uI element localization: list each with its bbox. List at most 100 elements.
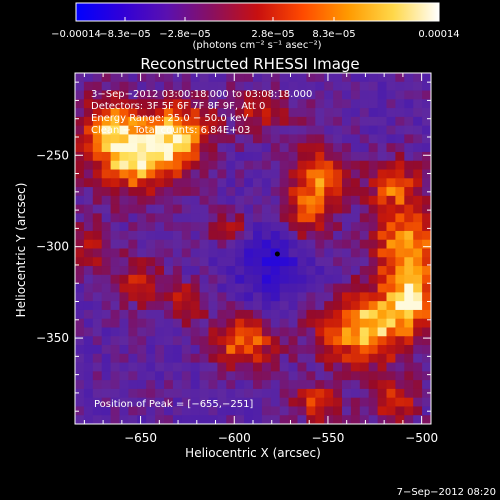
- heatmap-cell: [324, 143, 334, 153]
- heatmap-cell: [350, 230, 361, 241]
- heatmap-cell: [217, 213, 227, 223]
- heatmap-cell: [350, 222, 361, 232]
- heatmap-cell: [297, 134, 307, 144]
- heatmap-cell: [395, 292, 405, 302]
- heatmap-cell: [324, 116, 334, 127]
- heatmap-cell: [297, 388, 307, 399]
- heatmap-cell: [270, 134, 281, 144]
- heatmap-cell: [190, 187, 200, 197]
- heatmap-cell: [253, 108, 263, 118]
- heatmap-cell: [270, 388, 281, 399]
- heatmap-cell: [208, 90, 218, 100]
- heatmap-cell: [306, 213, 316, 223]
- heatmap-cell: [253, 388, 263, 399]
- heatmap-cell: [386, 160, 396, 170]
- heatmap-cell: [75, 195, 85, 206]
- heatmap-cell: [137, 345, 147, 355]
- heatmap-cell: [315, 274, 325, 285]
- heatmap-cell: [395, 239, 405, 249]
- heatmap-cell: [324, 292, 334, 302]
- heatmap-cell: [395, 318, 405, 328]
- heatmap-cell: [315, 160, 325, 170]
- heatmap-cell: [226, 187, 236, 197]
- heatmap-cell: [279, 406, 289, 416]
- heatmap-cell: [199, 283, 209, 293]
- heatmap-cell: [359, 73, 370, 83]
- heatmap-cell: [404, 195, 414, 206]
- heatmap-cell: [413, 283, 423, 293]
- heatmap-cell: [261, 134, 272, 144]
- heatmap-cell: [155, 248, 165, 258]
- heatmap-cell: [155, 292, 165, 302]
- heatmap-cell: [235, 362, 245, 372]
- heatmap-cell: [359, 134, 370, 144]
- heatmap-cell: [208, 143, 218, 153]
- heatmap-cell: [315, 266, 325, 276]
- heatmap-cell: [306, 151, 316, 162]
- heatmap-cell: [235, 73, 245, 83]
- heatmap-cell: [279, 301, 289, 311]
- heatmap-cell: [119, 309, 129, 320]
- heatmap-cell: [324, 195, 334, 206]
- heatmap-cell: [92, 204, 103, 214]
- heatmap-cell: [75, 318, 85, 328]
- heatmap-cell: [413, 204, 423, 214]
- heatmap-cell: [297, 143, 307, 153]
- heatmap-cell: [181, 345, 192, 355]
- heatmap-cell: [164, 160, 174, 170]
- heatmap-cell: [413, 301, 423, 311]
- heatmap-cell: [368, 309, 378, 320]
- heatmap-cell: [333, 230, 343, 241]
- heatmap-cell: [395, 187, 405, 197]
- heatmap-cell: [119, 248, 129, 258]
- heatmap-cell: [333, 388, 343, 399]
- heatmap-cell: [119, 204, 129, 214]
- heatmap-cell: [279, 336, 289, 346]
- heatmap-cell: [110, 309, 120, 320]
- heatmap-cell: [101, 371, 111, 381]
- heatmap-cell: [199, 116, 209, 127]
- heatmap-cell: [279, 204, 289, 214]
- heatmap-cell: [146, 283, 156, 293]
- heatmap-cell: [226, 169, 236, 179]
- heatmap-cell: [359, 169, 370, 179]
- heatmap-cell: [208, 283, 218, 293]
- heatmap-cell: [75, 257, 85, 267]
- heatmap-cell: [226, 195, 236, 206]
- heatmap-cell: [342, 195, 352, 206]
- heatmap-cell: [342, 353, 352, 363]
- heatmap-cell: [92, 388, 103, 399]
- heatmap-cell: [324, 248, 334, 258]
- heatmap-cell: [137, 336, 147, 346]
- heatmap-cell: [261, 415, 272, 425]
- heatmap-cell: [368, 143, 378, 153]
- heatmap-cell: [413, 151, 423, 162]
- heatmap-cell: [83, 371, 94, 381]
- heatmap-cell: [324, 230, 334, 241]
- heatmap-cell: [261, 371, 272, 381]
- heatmap-cell: [83, 81, 94, 91]
- heatmap-cell: [306, 274, 316, 285]
- heatmap-cell: [270, 73, 281, 83]
- heatmap-cell: [172, 222, 183, 232]
- heatmap-cell: [324, 353, 334, 363]
- heatmap-cell: [137, 187, 147, 197]
- heatmap-cell: [217, 81, 227, 91]
- heatmap-cell: [244, 274, 254, 285]
- heatmap-cell: [75, 406, 85, 416]
- heatmap-cell: [359, 397, 370, 407]
- heatmap-cell: [92, 380, 103, 390]
- heatmap-cell: [386, 143, 396, 153]
- heatmap-cell: [368, 116, 378, 127]
- heatmap-cell: [190, 309, 200, 320]
- heatmap-cell: [190, 257, 200, 267]
- heatmap-cell: [208, 134, 218, 144]
- heatmap-cell: [208, 397, 218, 407]
- heatmap-cell: [386, 169, 396, 179]
- heatmap-cell: [101, 151, 111, 162]
- heatmap-cell: [190, 116, 200, 127]
- heatmap-cell: [404, 169, 414, 179]
- heatmap-cell: [92, 406, 103, 416]
- heatmap-cell: [261, 222, 272, 232]
- heatmap-cell: [181, 397, 192, 407]
